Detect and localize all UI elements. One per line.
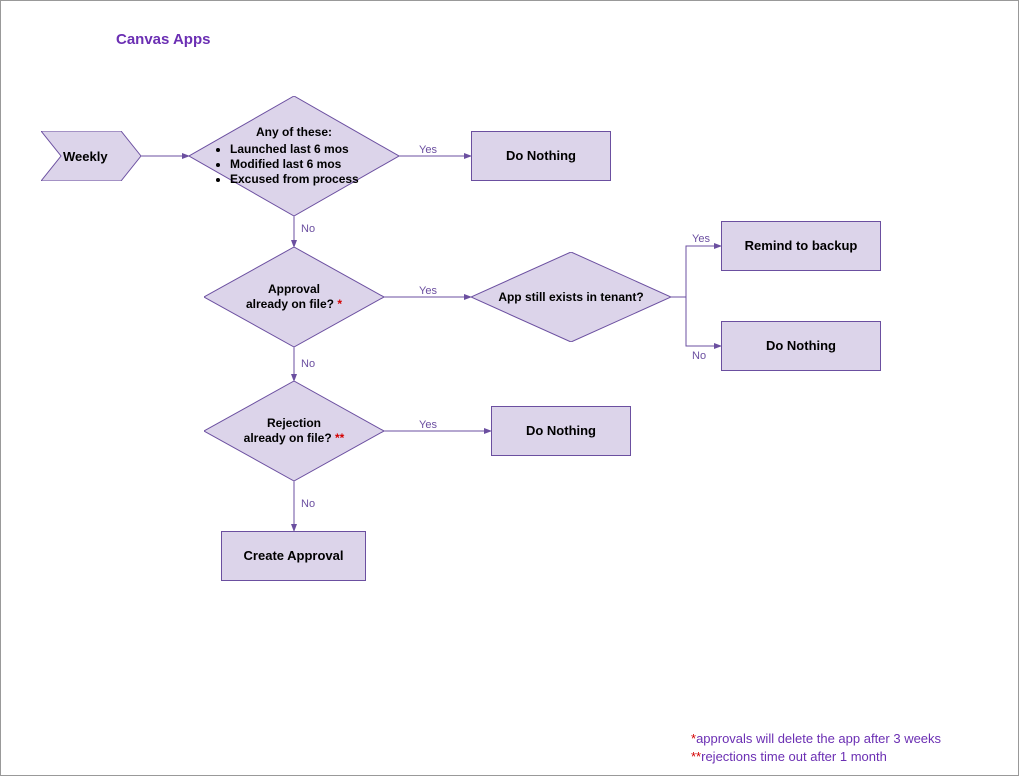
node-remind-backup: Remind to backup: [721, 221, 881, 271]
flowchart-canvas: Canvas Apps Weekly Any of these: Launche…: [0, 0, 1019, 776]
node-start-label: Weekly: [41, 131, 141, 181]
edge-label: No: [301, 223, 315, 235]
node-do-nothing-3: Do Nothing: [491, 406, 631, 456]
d1-bullet-2: Modified last 6 mos: [230, 157, 374, 172]
footnote-2: **rejections time out after 1 month: [691, 749, 887, 764]
d1-bullets: Launched last 6 mos Modified last 6 mos …: [214, 142, 374, 187]
d2-line2: already on file?: [246, 297, 334, 311]
node-decision-criteria: Any of these: Launched last 6 mos Modifi…: [189, 96, 399, 216]
edge-label: No: [301, 358, 315, 370]
d4-asterisk: **: [335, 431, 344, 445]
node-do-nothing-2: Do Nothing: [721, 321, 881, 371]
r5-label: Create Approval: [244, 548, 344, 564]
r3-label: Do Nothing: [766, 338, 836, 354]
edge-label: Yes: [419, 419, 437, 431]
edge-label: Yes: [692, 233, 710, 245]
r4-label: Do Nothing: [526, 423, 596, 439]
d1-heading: Any of these:: [214, 125, 374, 140]
node-start: Weekly: [41, 131, 141, 181]
edge-label: No: [692, 350, 706, 362]
edge-label: No: [301, 498, 315, 510]
diagram-title: Canvas Apps: [116, 31, 210, 48]
node-app-still-exists: App still exists in tenant?: [471, 252, 671, 342]
d1-bullet-3: Excused from process: [230, 172, 374, 187]
d1-bullet-1: Launched last 6 mos: [230, 142, 374, 157]
edge-label: Yes: [419, 285, 437, 297]
r1-label: Do Nothing: [506, 148, 576, 164]
d2-asterisk: *: [337, 297, 342, 311]
node-do-nothing-1: Do Nothing: [471, 131, 611, 181]
footnote-1: *approvals will delete the app after 3 w…: [691, 731, 941, 746]
d4-line1: Rejection: [267, 416, 321, 430]
node-approval-on-file: Approval already on file? *: [204, 247, 384, 347]
footnote-1-text: approvals will delete the app after 3 we…: [696, 731, 941, 746]
footnote-2-asterisk: **: [691, 749, 701, 764]
node-create-approval: Create Approval: [221, 531, 366, 581]
d3-label: App still exists in tenant?: [498, 290, 643, 305]
d2-line1: Approval: [268, 282, 320, 296]
d4-line2: already on file?: [244, 431, 332, 445]
arrows-layer: [1, 1, 1019, 777]
edge-label: Yes: [419, 144, 437, 156]
r2-label: Remind to backup: [745, 238, 858, 254]
node-rejection-on-file: Rejection already on file? **: [204, 381, 384, 481]
footnote-2-text: rejections time out after 1 month: [701, 749, 887, 764]
